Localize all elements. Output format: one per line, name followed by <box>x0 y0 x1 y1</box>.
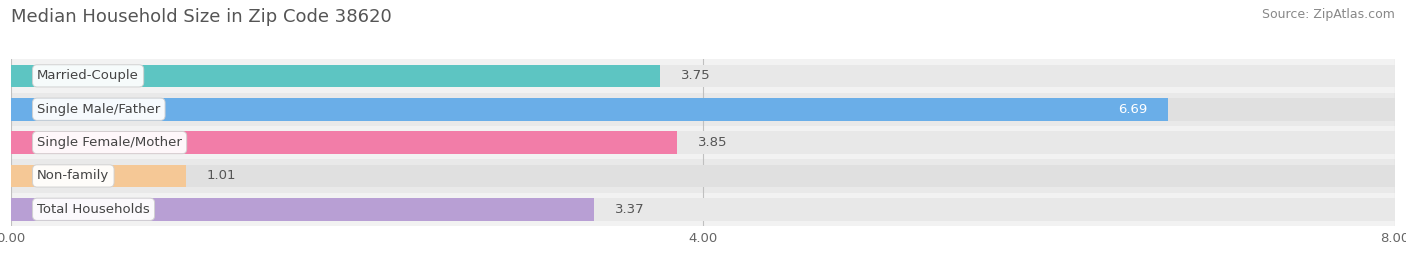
Bar <box>11 131 678 154</box>
Bar <box>11 93 1395 126</box>
Bar <box>11 198 595 221</box>
Bar <box>11 193 1395 226</box>
Bar <box>11 165 1395 187</box>
Text: Total Households: Total Households <box>37 203 150 216</box>
Text: 3.75: 3.75 <box>681 69 710 82</box>
Bar <box>11 165 186 187</box>
Text: 1.01: 1.01 <box>207 169 236 182</box>
Bar <box>11 65 659 87</box>
Text: Source: ZipAtlas.com: Source: ZipAtlas.com <box>1261 8 1395 21</box>
Text: Single Female/Mother: Single Female/Mother <box>37 136 181 149</box>
Text: Non-family: Non-family <box>37 169 110 182</box>
Bar <box>11 65 1395 87</box>
Bar <box>11 159 1395 193</box>
Text: 3.85: 3.85 <box>697 136 727 149</box>
Text: Single Male/Father: Single Male/Father <box>37 103 160 116</box>
Bar <box>11 126 1395 159</box>
Text: 3.37: 3.37 <box>614 203 644 216</box>
Bar <box>11 98 1395 121</box>
Bar <box>11 59 1395 93</box>
Text: Median Household Size in Zip Code 38620: Median Household Size in Zip Code 38620 <box>11 8 392 26</box>
Bar <box>11 131 1395 154</box>
Bar <box>11 198 1395 221</box>
Bar <box>11 98 1168 121</box>
Text: 6.69: 6.69 <box>1118 103 1147 116</box>
Text: Married-Couple: Married-Couple <box>37 69 139 82</box>
